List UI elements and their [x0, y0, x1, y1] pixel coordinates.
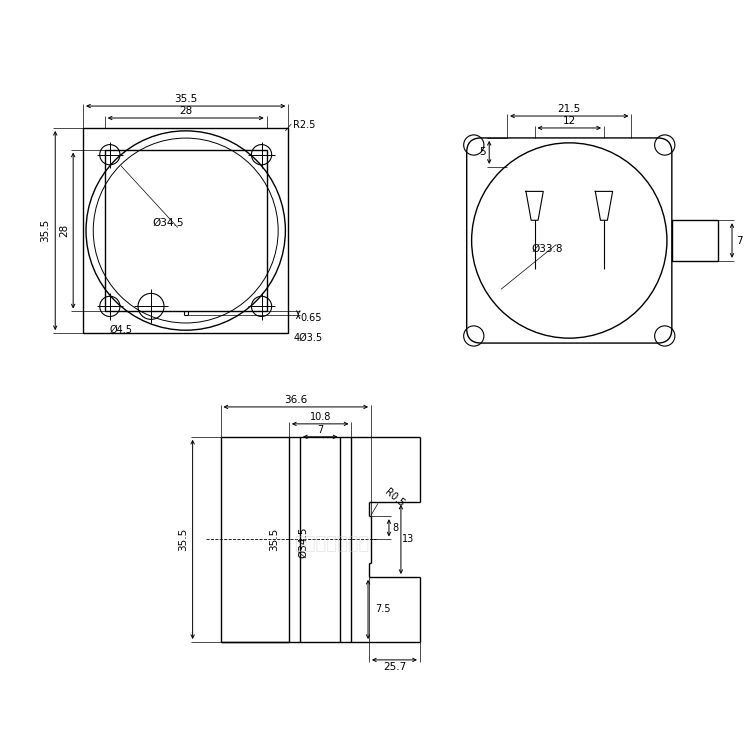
Polygon shape: [596, 191, 613, 220]
Text: 35.5: 35.5: [178, 528, 188, 551]
Text: 0.65: 0.65: [300, 314, 322, 323]
Text: 28: 28: [59, 224, 69, 237]
Text: 35.5: 35.5: [40, 219, 50, 242]
Text: 35.5: 35.5: [269, 528, 279, 551]
Text: 7: 7: [736, 236, 742, 245]
Text: 5: 5: [479, 148, 485, 158]
Text: 28: 28: [179, 106, 192, 116]
Text: Ø4.5: Ø4.5: [110, 324, 133, 334]
Text: 联众者音响配件: 联众者音响配件: [294, 536, 370, 554]
Text: 10.8: 10.8: [310, 412, 331, 422]
Text: 36.6: 36.6: [284, 395, 308, 405]
Text: R0.5: R0.5: [383, 488, 406, 509]
Text: 25.7: 25.7: [382, 662, 406, 672]
Text: Ø33.8: Ø33.8: [532, 244, 563, 254]
Bar: [105, 150, 266, 311]
Text: 35.5: 35.5: [174, 94, 197, 104]
Text: 12: 12: [562, 116, 576, 126]
Text: 7: 7: [317, 424, 323, 435]
Text: 7.5: 7.5: [375, 604, 391, 614]
Text: 4Ø3.5: 4Ø3.5: [293, 333, 322, 343]
Polygon shape: [526, 191, 543, 220]
Bar: [672, 220, 718, 261]
Text: Ø34.5: Ø34.5: [298, 526, 307, 558]
Text: Ø34.5: Ø34.5: [152, 217, 184, 227]
Text: R2.5: R2.5: [293, 120, 316, 130]
Text: 13: 13: [402, 535, 414, 544]
Text: 8: 8: [393, 523, 399, 532]
Bar: [83, 128, 288, 333]
Text: 21.5: 21.5: [558, 104, 581, 114]
